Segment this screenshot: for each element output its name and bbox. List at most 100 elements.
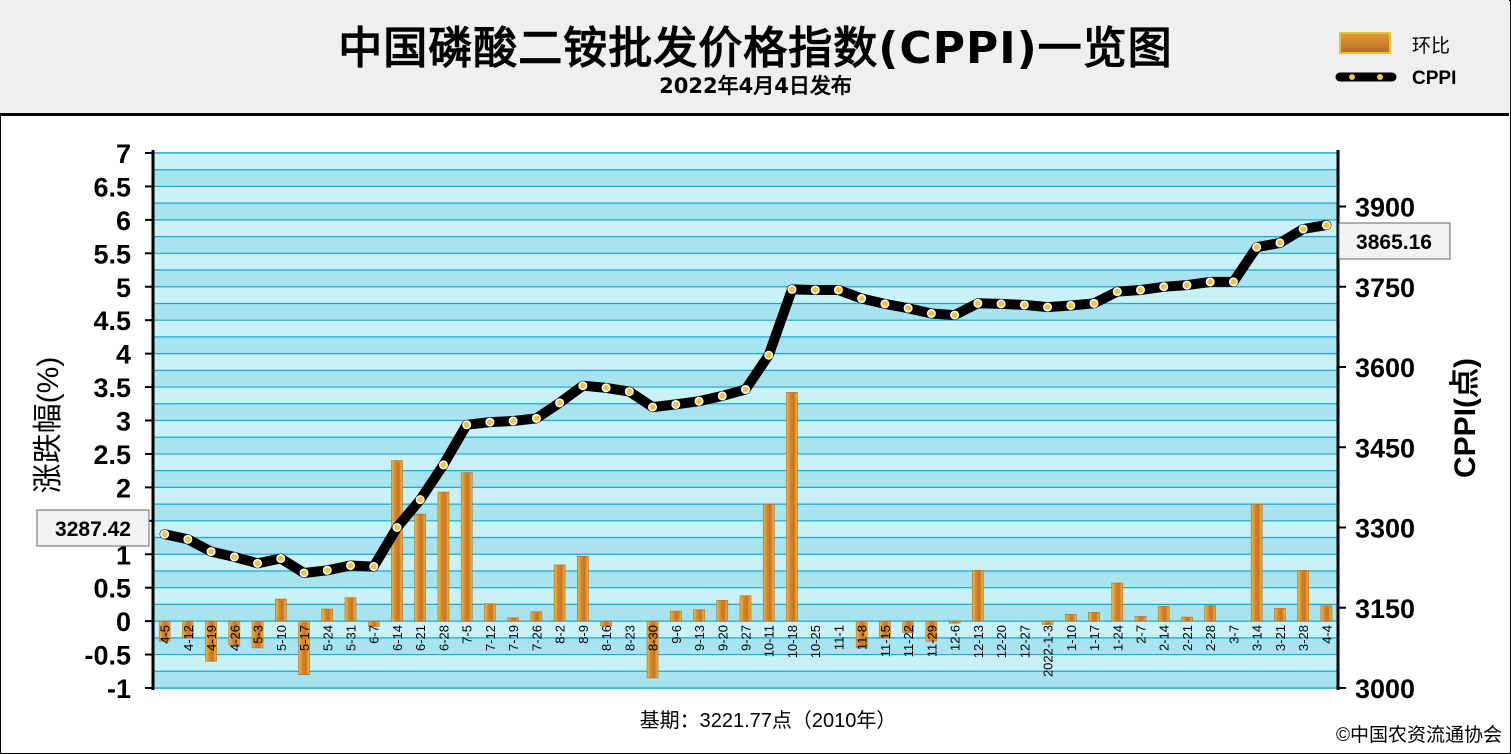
bar-mark [855,620,868,649]
bar-mark [530,611,543,622]
cppi-point [765,352,772,359]
bar-mark [1157,606,1170,622]
bar-mark [693,609,705,622]
cppi-point [1160,283,1167,290]
cppi-point [928,310,935,317]
cppi-point [324,567,331,574]
category-label: 10-25 [808,625,823,658]
cppi-point [417,496,424,503]
left-tick-label: 5 [116,273,131,303]
bar-mark [321,608,334,622]
right-tick-label: 3300 [1355,514,1415,544]
category-label: 4-26 [227,625,242,651]
plot-stripe [153,169,1338,187]
category-label: 8-23 [622,625,637,651]
cppi-point [486,419,493,426]
left-tick-label: -1 [107,674,131,704]
category-label: 12-27 [1017,625,1032,658]
left-tick-label: 2 [116,473,131,503]
category-label: 1-10 [1064,625,1079,651]
bar-mark [786,392,798,622]
right-axis-title: CPPI(点) [1449,358,1482,478]
bar-mark [298,620,310,675]
cppi-point [1230,278,1237,285]
left-tick-label: 3 [116,407,131,437]
category-label: 12-13 [971,625,986,658]
bar-mark [158,620,171,642]
plot-stripe [153,219,1338,237]
cppi-point [161,531,168,538]
last-value-label: 3865.16 [1356,231,1432,254]
first-value-label: 3287.42 [55,518,131,541]
bar-mark [577,555,589,622]
bar-mark [762,503,775,622]
cppi-point [1323,222,1330,229]
plot-stripe [153,153,1338,170]
category-label: 2-21 [1180,625,1195,651]
bar-mark [553,564,566,622]
legend-bar-label: 环比 [1412,35,1450,57]
plot-stripe [153,270,1338,287]
left-tick-label: 4.5 [93,306,131,336]
bar-mark [1111,582,1124,622]
chart-title: 中国磷酸二铵批发价格指数(CPPI)一览图 [338,23,1173,74]
plot-stripe [153,403,1338,421]
right-tick-label: 3150 [1355,594,1415,624]
left-tick-label: 6 [116,206,131,236]
plot-stripe [153,537,1338,555]
category-label: 11-15 [878,625,893,657]
last-value-callout: 3865.16 [1338,222,1451,260]
bar-mark [182,620,194,639]
bar-mark [414,513,427,622]
right-axis-ticks: 3900 3750 3600 3450 3300 3150 3000 [1338,193,1415,704]
category-label: 5-31 [344,625,359,651]
cppi-point [603,384,610,391]
bar-mark [902,620,914,633]
legend-line-label: CPPI [1412,68,1456,89]
left-tick-label: 4 [116,340,131,370]
bar-mark [925,620,938,642]
bar-mark [1064,614,1077,622]
category-label: 6-21 [413,625,428,651]
bar-mark [716,600,729,622]
category-label: 5-17 [297,625,312,651]
cppi-point [881,300,888,307]
plot-stripe [153,186,1338,204]
bar-mark [879,620,891,639]
category-label: 3-21 [1273,625,1288,651]
bar-mark [205,620,217,662]
right-tick-label: 3900 [1355,193,1415,223]
category-label: 6-28 [436,625,451,651]
plot-stripe [153,654,1338,672]
bar-mark [1204,605,1217,622]
cppi-point [277,555,284,562]
cppi-point [1091,300,1098,307]
category-label: 8-2 [553,625,568,644]
plot-stripe [153,353,1338,371]
bar-mark [344,597,357,622]
plot-stripe [153,470,1338,488]
category-label: 9-27 [739,625,754,651]
bar-mark [669,610,682,622]
category-label: 8-16 [599,625,614,651]
legend-line-marker-1 [1349,74,1355,80]
plot-stripe [153,303,1338,321]
bar-mark [646,620,659,679]
plot-stripe [153,671,1338,688]
category-label: 8-30 [646,625,661,651]
right-tick-label: 3450 [1355,433,1415,463]
cppi-point [858,295,865,302]
cppi-point [208,548,215,555]
cppi-point [301,569,308,576]
left-tick-label: 3.5 [93,373,131,403]
cppi-point [1276,239,1283,246]
left-tick-label: -0.5 [84,641,131,671]
category-label: 5-24 [320,625,335,651]
category-label: 7-26 [529,625,544,651]
category-label: 4-12 [181,625,196,651]
bar-series-huanbi [158,392,1333,679]
category-label: 2-28 [1203,625,1218,651]
left-tick-label: 7 [116,139,131,169]
bar-mark [1041,620,1054,625]
plot-stripe [153,487,1338,505]
